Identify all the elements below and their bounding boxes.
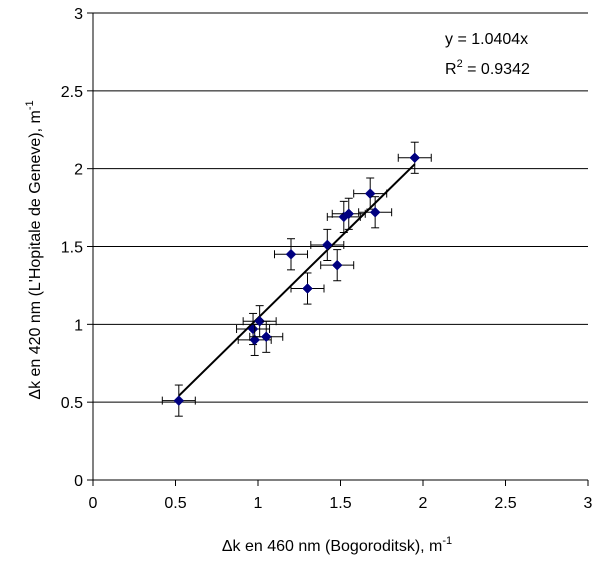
data-point-group [161,384,196,417]
data-point-marker [364,188,376,199]
data-point-marker [343,208,355,220]
equation-label: y = 1.0404x [445,31,528,48]
data-point-group [331,197,366,230]
gridlines [93,12,588,403]
data-point-marker [409,152,421,164]
x-tick-label: 2 [419,495,428,512]
data-point-group [358,196,393,229]
data-points [161,141,432,417]
x-tick-label: 0 [89,495,98,512]
data-point-marker [260,331,272,343]
data-point-group [274,238,308,271]
y-tick-label: 0.5 [61,395,83,412]
y-tick-label: 2 [74,162,83,179]
data-point-group [310,228,345,262]
data-point-group [242,305,277,338]
r-squared-label: R2 = 0.9342 [445,58,530,78]
data-point-marker [331,259,343,271]
data-point-marker [247,323,259,335]
data-point-marker [173,395,185,406]
data-point-group [397,141,432,174]
x-tick-label: 0.5 [164,495,186,512]
x-ticks: 0 0.5 1 1.5 2 2.5 3 [89,480,593,512]
x-tick-label: 1 [254,495,263,512]
y-tick-label: 3 [74,6,83,23]
x-tick-label: 3 [584,495,593,512]
x-tick-label: 1.5 [329,495,351,512]
data-point-marker [254,315,266,327]
y-tick-label: 1.5 [61,240,83,257]
data-point-group [320,249,355,282]
data-point-group [353,177,388,210]
data-point-marker [249,334,261,346]
y-ticks: 0 0.5 1 1.5 2 2.5 3 [61,6,93,490]
y-tick-label: 1 [74,317,83,334]
x-tick-label: 2.5 [494,495,516,512]
y-tick-label: 0 [74,473,83,490]
data-point-marker [369,206,381,218]
data-point-marker [285,248,297,260]
y-axis-title: Δk en 420 nm (L'Hopitale de Geneve), m-1 [24,100,44,399]
data-point-marker [302,283,313,294]
data-point-marker [321,239,333,251]
data-point-group [249,320,284,353]
y-tick-label: 2.5 [61,84,83,101]
x-axis-title: Δk en 460 nm (Bogoroditsk), m-1 [222,535,452,555]
data-point-group [290,272,325,305]
